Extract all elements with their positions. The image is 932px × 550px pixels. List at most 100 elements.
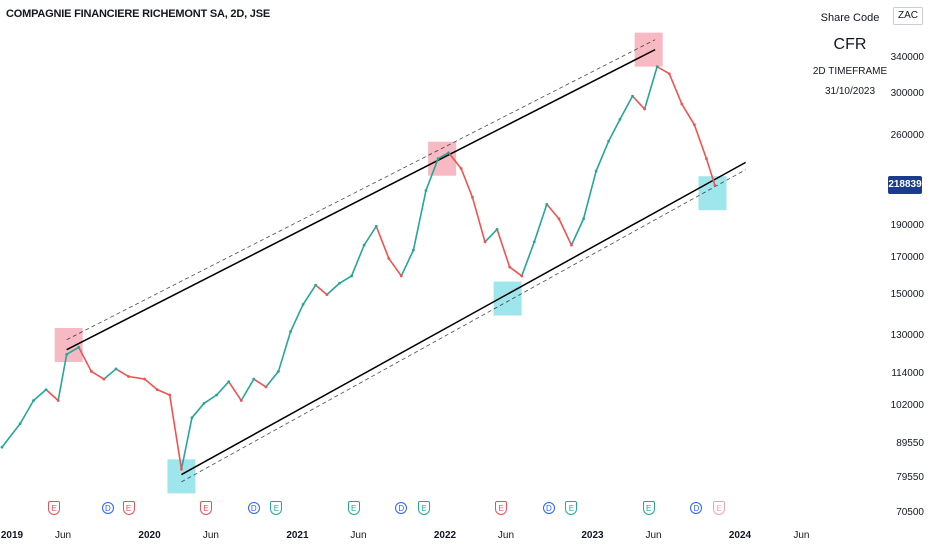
price-point bbox=[338, 281, 341, 285]
price-segment bbox=[693, 123, 708, 160]
price-point bbox=[301, 303, 305, 306]
earnings-marker[interactable]: E bbox=[270, 501, 283, 515]
price-segment bbox=[127, 375, 146, 380]
x-tick-label: Jun bbox=[645, 530, 662, 541]
price-segment bbox=[77, 346, 93, 373]
price-point bbox=[168, 393, 172, 397]
price-segment bbox=[90, 370, 105, 380]
dividend-marker[interactable]: D bbox=[395, 502, 408, 514]
earnings-marker[interactable]: E bbox=[565, 501, 578, 515]
price-point bbox=[532, 240, 536, 244]
price-segment bbox=[400, 249, 415, 277]
price-point bbox=[325, 293, 329, 297]
price-point bbox=[520, 274, 524, 278]
y-tick-label: 130000 bbox=[890, 329, 924, 341]
price-segment bbox=[1, 422, 21, 448]
x-tick-label: Jun bbox=[54, 530, 72, 541]
price-segment bbox=[19, 399, 35, 425]
price-point bbox=[436, 157, 440, 161]
price-point bbox=[89, 370, 93, 373]
highlight-box-pink bbox=[54, 328, 83, 363]
earnings-marker[interactable]: E bbox=[712, 501, 725, 515]
y-tick-label: 79550 bbox=[896, 472, 924, 483]
price-segment bbox=[203, 394, 218, 405]
ticker: CFR bbox=[833, 36, 867, 53]
earnings-marker[interactable]: E bbox=[417, 501, 430, 515]
earnings-marker[interactable]: E bbox=[642, 501, 655, 515]
price-point bbox=[32, 399, 35, 402]
price-segment bbox=[447, 151, 462, 170]
price-segment bbox=[631, 95, 646, 110]
x-tick-label: 2022 bbox=[433, 530, 457, 541]
price-point bbox=[618, 117, 622, 121]
price-segment bbox=[508, 266, 523, 277]
price-segment bbox=[156, 388, 171, 396]
earnings-marker[interactable]: E bbox=[200, 501, 213, 515]
price-point bbox=[447, 151, 450, 155]
x-tick-label: Jun bbox=[793, 530, 810, 541]
price-point bbox=[399, 274, 403, 278]
dividend-marker[interactable]: D bbox=[542, 502, 555, 514]
price-point bbox=[227, 380, 231, 384]
highlight-box-pink bbox=[634, 32, 663, 67]
price-point bbox=[631, 94, 634, 98]
price-segment bbox=[595, 140, 610, 172]
price-segment bbox=[289, 303, 304, 333]
price-segment bbox=[520, 241, 536, 277]
price-point bbox=[655, 65, 659, 69]
earnings-marker[interactable]: E bbox=[347, 501, 360, 515]
price-segment bbox=[314, 284, 328, 296]
price-point bbox=[143, 377, 147, 381]
price-point bbox=[18, 422, 22, 426]
price-point bbox=[545, 202, 549, 206]
dividend-marker[interactable]: D bbox=[690, 502, 703, 514]
price-segment bbox=[570, 217, 585, 246]
price-segment bbox=[412, 189, 427, 251]
price-point bbox=[424, 189, 428, 192]
price-segment bbox=[558, 217, 573, 246]
price-point bbox=[252, 377, 256, 381]
price-segment bbox=[240, 378, 255, 402]
y-tick-label: 150000 bbox=[890, 288, 924, 300]
upper-channel-line bbox=[66, 48, 656, 351]
lower-channel-dashed-line bbox=[181, 169, 746, 483]
x-tick-label: Jun bbox=[202, 530, 219, 541]
price-point bbox=[362, 243, 366, 247]
price-point bbox=[102, 377, 106, 381]
price-point bbox=[127, 375, 130, 378]
price-point bbox=[471, 195, 474, 199]
y-tick-label: 300000 bbox=[890, 88, 924, 100]
price-point bbox=[350, 274, 354, 278]
price-point bbox=[289, 330, 292, 333]
price-segment bbox=[45, 388, 59, 402]
price-point bbox=[190, 416, 194, 420]
price-segment bbox=[363, 225, 378, 246]
upper-channel-dashed-line bbox=[66, 39, 656, 341]
y-tick-label: 89550 bbox=[896, 437, 924, 449]
price-point bbox=[114, 367, 118, 371]
earnings-marker[interactable]: E bbox=[122, 501, 135, 515]
dividend-marker[interactable]: D bbox=[247, 502, 260, 514]
price-segment bbox=[471, 196, 486, 243]
price-point bbox=[239, 399, 243, 402]
earnings-marker[interactable]: E bbox=[48, 501, 61, 515]
price-point bbox=[594, 169, 598, 173]
price-segment bbox=[375, 225, 390, 260]
price-point bbox=[459, 167, 463, 170]
price-point bbox=[412, 248, 415, 252]
price-point bbox=[155, 388, 159, 391]
price-point bbox=[56, 399, 60, 402]
price-point bbox=[483, 240, 487, 244]
x-tick-label: 2024 bbox=[728, 530, 752, 541]
dividend-marker[interactable]: D bbox=[101, 502, 114, 514]
currency-selector[interactable]: ZAC bbox=[893, 7, 923, 25]
price-segment bbox=[656, 65, 671, 75]
price-point bbox=[202, 401, 206, 405]
y-tick-label: 190000 bbox=[890, 220, 924, 232]
lower-channel-line bbox=[181, 161, 747, 476]
price-segment bbox=[425, 157, 439, 192]
price-point bbox=[607, 139, 611, 143]
earnings-marker[interactable]: E bbox=[495, 501, 508, 515]
price-segment bbox=[277, 330, 292, 373]
